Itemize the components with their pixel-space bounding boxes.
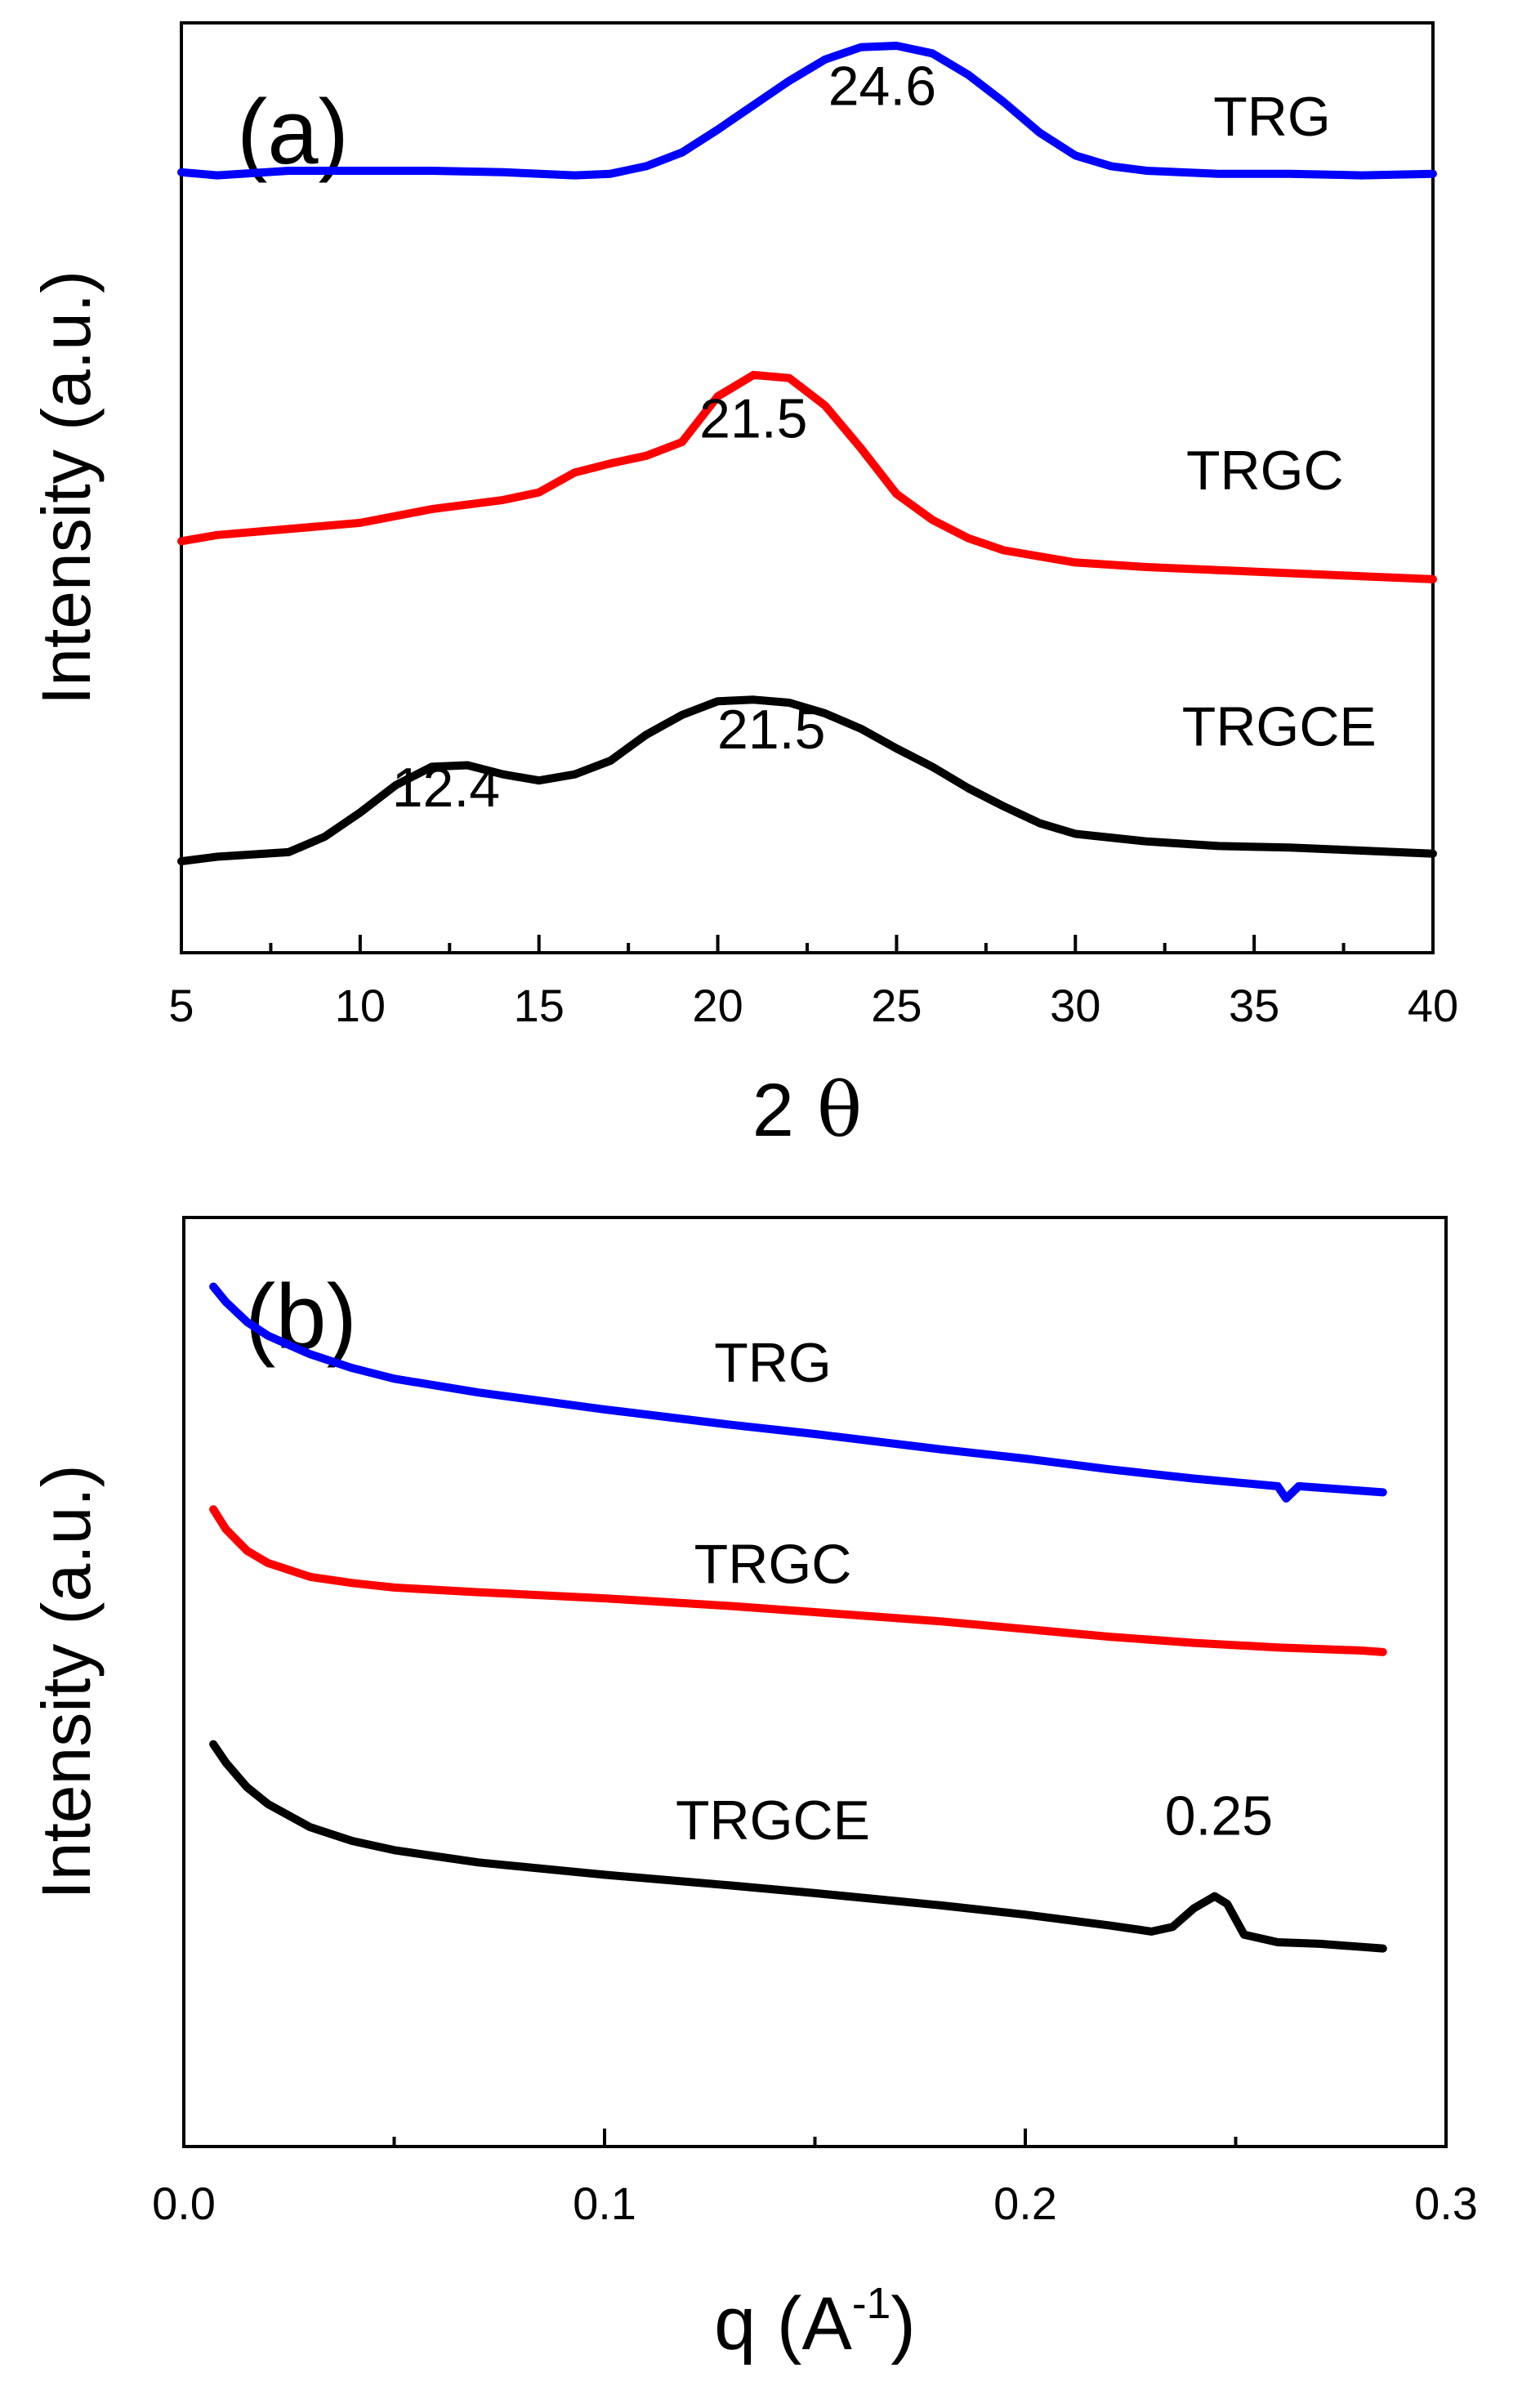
peak-annotation: 24.6: [828, 56, 936, 118]
x-tick-label: 25: [871, 980, 922, 1031]
series-label-trgc: TRGC: [1186, 440, 1344, 502]
x-axis-label-end: ): [890, 2282, 916, 2366]
series-line-trgc: [209, 1505, 1387, 1656]
x-axis-label-superscript: -1: [852, 2280, 890, 2328]
x-tick-label: 0.1: [573, 2178, 636, 2229]
peak-annotation: 12.4: [392, 757, 500, 819]
y-axis-label: Intensity (a.u.): [28, 1464, 105, 1899]
y-axis-label: Intensity (a.u.): [28, 270, 105, 705]
series-label-trgc: TRGC: [694, 1533, 852, 1595]
series-line-trg: [209, 1282, 1387, 1503]
x-tick-label: 0.0: [152, 2178, 216, 2229]
series-label-trgce: TRGCE: [676, 1789, 870, 1852]
panel-label: (a): [237, 81, 349, 183]
series-label-trg: TRG: [1213, 86, 1331, 148]
peak-annotation: 21.5: [717, 699, 825, 761]
series-line-trgce: [177, 695, 1437, 866]
series-line-trgc: [177, 370, 1437, 583]
series-line-trg: [177, 42, 1437, 180]
series-label-trg: TRG: [714, 1332, 832, 1394]
x-tick-label: 30: [1050, 980, 1100, 1031]
x-tick-label: 35: [1229, 980, 1279, 1031]
x-tick-label: 40: [1408, 980, 1458, 1031]
panel-a-chart: 5 10 15 20 25 30 35 40 2 θ Intensity (a.u.) (a) 24.6…: [28, 21, 1458, 1154]
x-tick-label: 20: [692, 980, 743, 1031]
x-tick-label: 0.2: [993, 2178, 1057, 2229]
peak-annotation: 21.5: [699, 387, 807, 449]
x-tick-label: 5: [168, 980, 194, 1031]
x-axis-label-main: 2: [752, 1069, 794, 1152]
x-tick-label: 10: [335, 980, 386, 1031]
x-axis-label: q (A-1): [714, 2280, 916, 2366]
panel-b-chart: 0.0 0.1 0.2 0.3q (A-1)Intensity (a.u.)(b) TR…: [28, 1216, 1478, 2366]
x-tick-label: 15: [514, 980, 565, 1031]
peak-annotation: 0.25: [1165, 1785, 1273, 1847]
x-axis-label-symbol: θ: [817, 1066, 862, 1154]
x-axis-label-main: q (A: [714, 2282, 852, 2366]
series-line-trgce: [209, 1740, 1387, 1953]
series-label-trgce: TRGCE: [1182, 695, 1377, 757]
x-tick-label: 0.3: [1414, 2178, 1478, 2229]
